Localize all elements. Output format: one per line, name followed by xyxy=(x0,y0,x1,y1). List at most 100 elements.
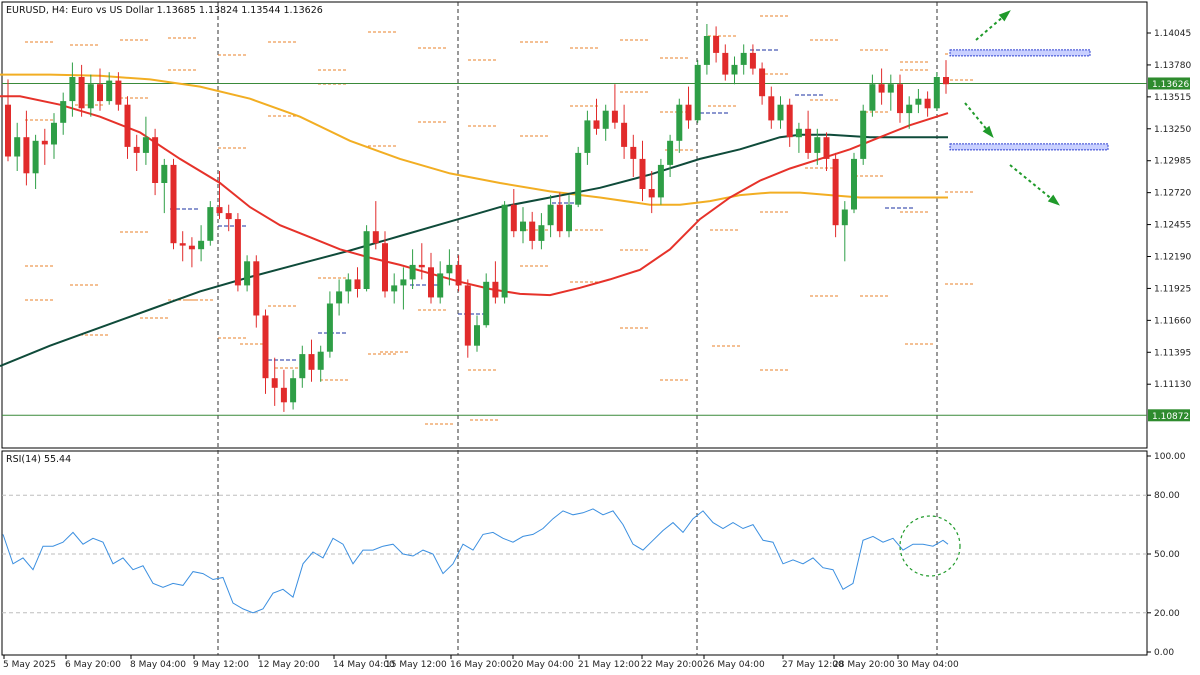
horizontal-price-lines xyxy=(2,82,1147,416)
candle-body-70 xyxy=(648,189,655,198)
candle-body-79 xyxy=(731,64,738,75)
candle-body-94 xyxy=(869,84,876,111)
candle-body-41 xyxy=(382,243,388,292)
candle-body-8 xyxy=(78,77,85,109)
candle-body-56 xyxy=(520,221,526,232)
candle-body-28 xyxy=(262,315,269,379)
candle-body-95 xyxy=(878,84,885,93)
candle-body-27 xyxy=(253,261,260,316)
price-tick-label-10: 1.11395 xyxy=(1154,348,1191,358)
candle-body-66 xyxy=(611,110,618,123)
candle-body-6 xyxy=(60,101,67,123)
rsi-tick-label-1: 80.00 xyxy=(1154,491,1180,501)
candle-body-25 xyxy=(234,219,241,286)
candle-body-68 xyxy=(630,146,637,159)
time-tick-label-5: 14 May 04:00 xyxy=(333,660,395,670)
price-tag-bg-1 xyxy=(1148,409,1190,422)
candle-body-102 xyxy=(943,77,949,85)
ma-orange-line xyxy=(0,73,948,206)
candle-body-40 xyxy=(372,231,379,244)
candle-body-37 xyxy=(345,279,352,292)
candle-body-11 xyxy=(106,80,113,102)
arrow-down-short-head xyxy=(982,125,994,138)
price-tag-label-0: 1.13626 xyxy=(1152,80,1189,90)
time-axis: 5 May 2025 6 May 20:00 8 May 04:00 9 May 12… xyxy=(3,655,959,670)
price-tag-bg-0 xyxy=(1148,77,1190,90)
time-tick-label-9: 21 May 12:00 xyxy=(578,660,640,670)
candle-body-62 xyxy=(575,152,582,205)
arrow-up-shaft xyxy=(975,15,1005,41)
target-zone-0 xyxy=(949,49,1091,57)
candle-body-31 xyxy=(290,378,297,403)
candle-body-86 xyxy=(795,128,802,138)
candle-body-75 xyxy=(694,64,701,121)
candle-body-19 xyxy=(179,243,186,246)
candle-body-74 xyxy=(685,104,692,121)
time-tick-label-7: 16 May 20:00 xyxy=(450,660,512,670)
ma-darkgreen-line xyxy=(0,133,948,368)
rsi-title: RSI(14) 55.44 xyxy=(6,454,71,465)
candle-body-73 xyxy=(676,104,683,141)
candle-body-12 xyxy=(115,80,122,105)
price-tick-label-3: 1.13250 xyxy=(1154,125,1191,135)
candle-body-32 xyxy=(299,354,306,379)
candle-body-46 xyxy=(428,267,434,298)
candle-body-58 xyxy=(538,225,545,241)
rsi-tick-label-3: 20.00 xyxy=(1154,609,1180,619)
candle-body-50 xyxy=(464,285,471,346)
candle-body-76 xyxy=(703,36,710,65)
time-tick-label-11: 26 May 04:00 xyxy=(703,660,765,670)
time-tick-label-12: 27 May 12:00 xyxy=(782,660,844,670)
target-zone-1 xyxy=(949,143,1109,151)
candle-body-29 xyxy=(271,378,278,388)
rsi-tick-label-4: 0.00 xyxy=(1154,648,1174,658)
candle-body-21 xyxy=(198,240,205,250)
time-tick-label-2: 8 May 04:00 xyxy=(130,660,186,670)
candle-body-87 xyxy=(805,128,812,153)
ma-red-line xyxy=(0,95,949,297)
candle-body-38 xyxy=(354,279,361,289)
arrow-down-short-shaft xyxy=(964,102,989,132)
candle-body-0 xyxy=(5,104,11,157)
candle-body-91 xyxy=(841,209,848,226)
candle-body-53 xyxy=(492,281,499,298)
price-tick-label-1: 1.13780 xyxy=(1154,61,1191,71)
price-tick-label-0: 1.14045 xyxy=(1154,29,1191,39)
candle-body-96 xyxy=(887,84,894,93)
candle-body-4 xyxy=(41,140,48,145)
price-tick-label-7: 1.12190 xyxy=(1154,253,1191,263)
candle-body-35 xyxy=(326,303,333,352)
price-tick-label-5: 1.12720 xyxy=(1154,189,1191,199)
candle-body-61 xyxy=(566,204,572,232)
price-tick-label-4: 1.12985 xyxy=(1154,157,1191,167)
price-axis: 1.14045 1.13780 1.13515 1.13250 1.12985 1.127… xyxy=(1147,29,1191,390)
candle-body-64 xyxy=(593,120,600,129)
price-tick-label-11: 1.11130 xyxy=(1154,380,1191,390)
candle-body-18 xyxy=(170,164,177,244)
candle-body-3 xyxy=(32,140,39,174)
candle-body-2 xyxy=(23,137,30,174)
price-pane-frame xyxy=(1,1,1148,449)
pivot-dash-levels xyxy=(25,15,975,425)
candle-body-85 xyxy=(786,104,793,138)
candle-body-16 xyxy=(152,137,159,183)
candle-body-14 xyxy=(133,146,140,153)
candle-body-84 xyxy=(777,104,784,121)
candle-body-59 xyxy=(547,204,554,226)
candle-body-82 xyxy=(759,68,766,97)
rsi-highlight-circle xyxy=(899,515,961,577)
candle-body-39 xyxy=(363,231,370,289)
candle-body-92 xyxy=(851,158,857,210)
candle-body-83 xyxy=(768,96,775,121)
candle-body-15 xyxy=(142,137,149,153)
candle-body-72 xyxy=(667,140,674,165)
candle-body-30 xyxy=(280,387,287,403)
candle-body-88 xyxy=(814,137,821,153)
candle-body-97 xyxy=(897,84,903,114)
rsi-pane-frame xyxy=(1,450,1148,656)
price-tag-label-1: 1.10872 xyxy=(1152,412,1189,422)
candle-body-80 xyxy=(740,52,747,65)
time-tick-label-1: 6 May 20:00 xyxy=(65,660,121,670)
rsi-tick-label-2: 50.00 xyxy=(1154,550,1180,560)
time-tick-label-8: 20 May 04:00 xyxy=(512,660,574,670)
